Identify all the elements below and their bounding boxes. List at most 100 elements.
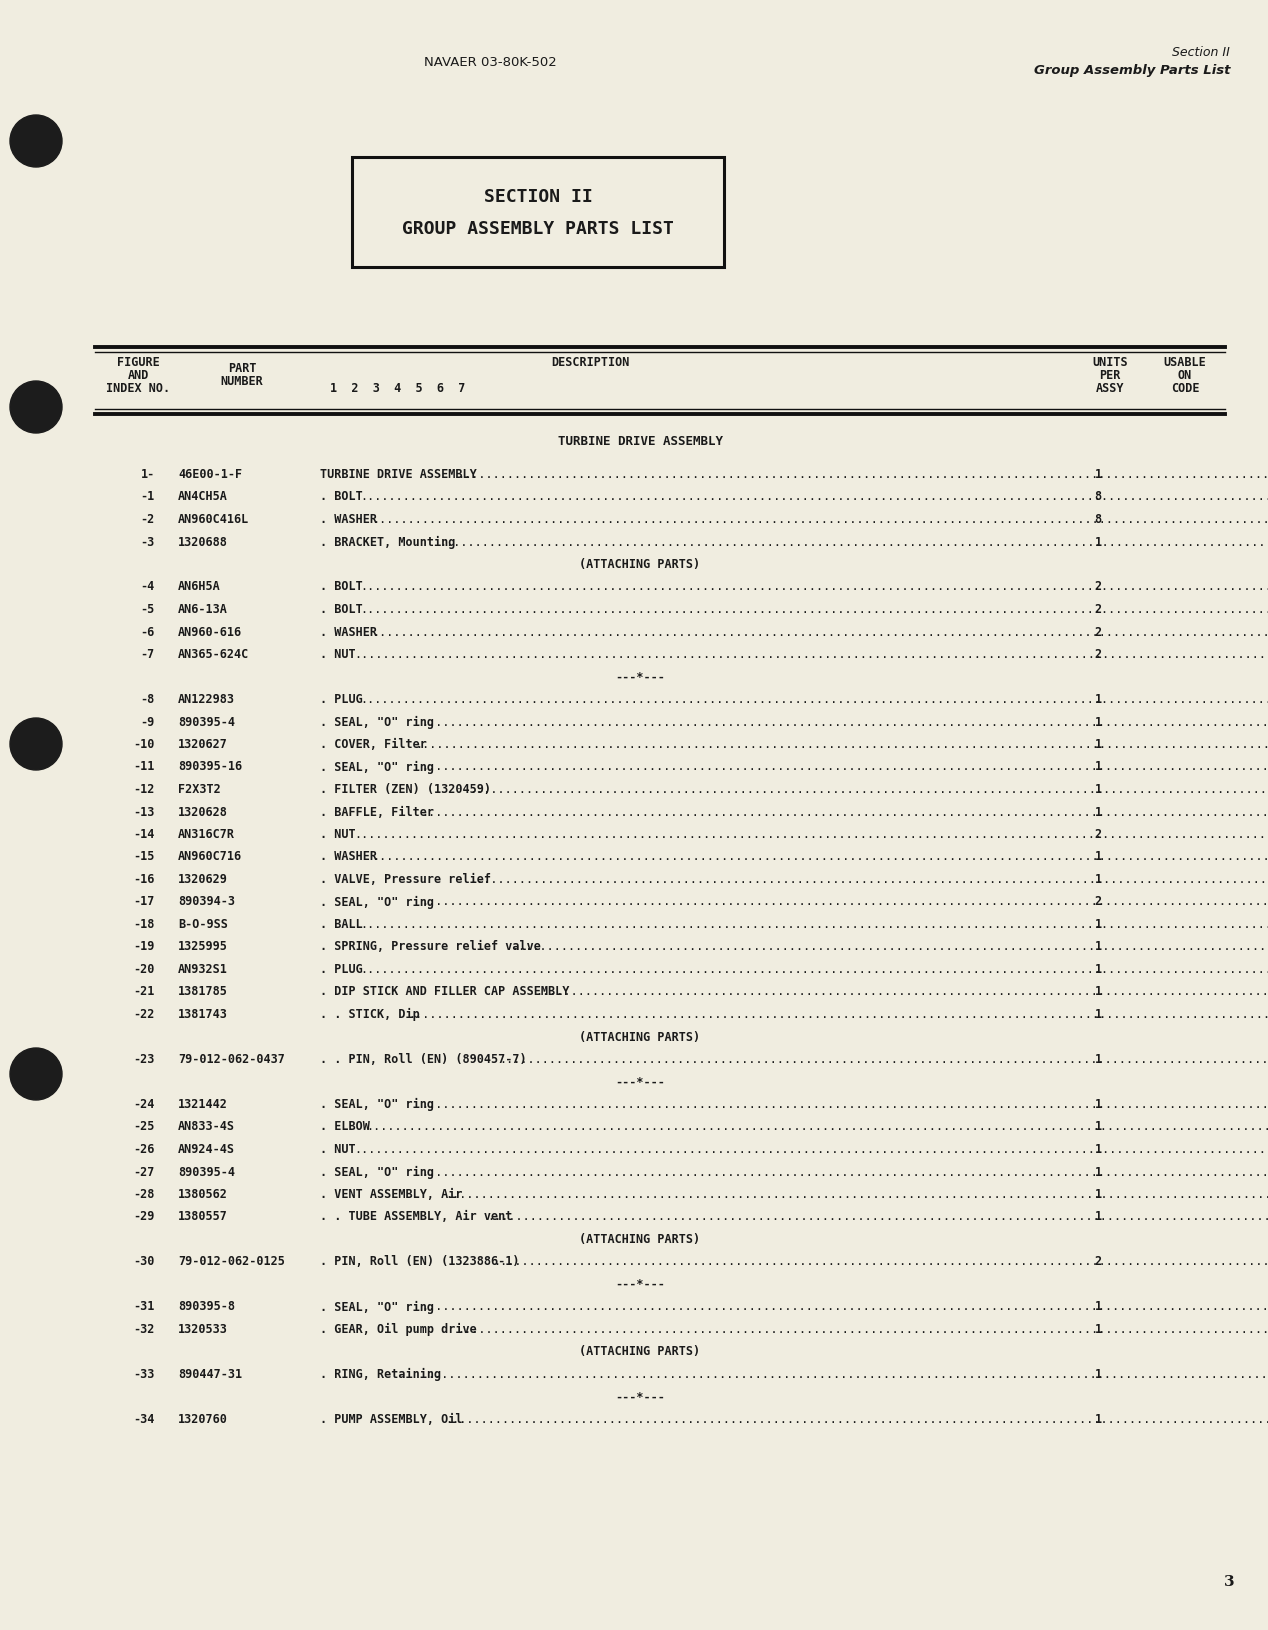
Text: -15: -15 (133, 849, 155, 862)
Text: INDEX NO.: INDEX NO. (107, 381, 170, 394)
Text: Group Assembly Parts List: Group Assembly Parts List (1033, 64, 1230, 77)
Text: ---*---: ---*--- (615, 1074, 664, 1087)
Text: 1321442: 1321442 (178, 1097, 228, 1110)
Text: 1380557: 1380557 (178, 1209, 228, 1222)
Text: . SEAL, "O" ring: . SEAL, "O" ring (320, 1097, 434, 1110)
Text: TURBINE DRIVE ASSEMBLY: TURBINE DRIVE ASSEMBLY (558, 435, 723, 448)
Text: DESCRIPTION: DESCRIPTION (550, 355, 629, 368)
Text: ................................................................................: ........................................… (373, 849, 1268, 862)
Text: ................................................................................: ........................................… (415, 737, 1268, 750)
Text: -30: -30 (133, 1255, 155, 1268)
Text: -6: -6 (141, 626, 155, 637)
Text: ................................................................................: ........................................… (421, 1097, 1268, 1110)
Text: -33: -33 (133, 1368, 155, 1381)
Text: . WASHER: . WASHER (320, 849, 377, 862)
Text: 79-012-062-0125: 79-012-062-0125 (178, 1255, 285, 1268)
Text: 1: 1 (1094, 1120, 1102, 1133)
Text: 1: 1 (1094, 468, 1102, 481)
Text: ................................................................................: ........................................… (354, 1143, 1268, 1156)
Text: 1380562: 1380562 (178, 1187, 228, 1200)
Text: ................................................................................: ........................................… (439, 535, 1268, 548)
Text: -18: -18 (133, 918, 155, 931)
Text: -20: -20 (133, 962, 155, 975)
Text: AN316C7R: AN316C7R (178, 828, 235, 841)
Text: 1: 1 (1094, 962, 1102, 975)
Text: 1: 1 (1094, 535, 1102, 548)
Text: ................................................................................: ........................................… (354, 647, 1268, 660)
Text: . . TUBE ASSEMBLY, Air vent: . . TUBE ASSEMBLY, Air vent (320, 1209, 512, 1222)
Text: ................................................................................: ........................................… (421, 1299, 1268, 1312)
Text: -14: -14 (133, 828, 155, 841)
Text: 3: 3 (1225, 1575, 1235, 1588)
Text: 1: 1 (1094, 849, 1102, 862)
Text: 1325995: 1325995 (178, 941, 228, 954)
Text: 1: 1 (1094, 1299, 1102, 1312)
Text: 1: 1 (1094, 918, 1102, 931)
Text: -13: -13 (133, 805, 155, 818)
Text: . NUT: . NUT (320, 1143, 355, 1156)
Text: 2: 2 (1094, 626, 1102, 637)
Text: 1: 1 (1094, 1097, 1102, 1110)
Text: . BALL: . BALL (320, 918, 363, 931)
Text: 1  2  3  4  5  6  7: 1 2 3 4 5 6 7 (330, 381, 465, 394)
Text: 1: 1 (1094, 1322, 1102, 1335)
Text: . BOLT: . BOLT (320, 491, 363, 504)
Text: ................................................................................: ........................................… (500, 1053, 1268, 1066)
Text: 1: 1 (1094, 1143, 1102, 1156)
Text: . BAFFLE, Filter: . BAFFLE, Filter (320, 805, 434, 818)
Text: TURBINE DRIVE ASSEMBLY: TURBINE DRIVE ASSEMBLY (320, 468, 477, 481)
Text: 1: 1 (1094, 1368, 1102, 1381)
Circle shape (10, 381, 62, 434)
Text: 890447-31: 890447-31 (178, 1368, 242, 1381)
Text: -31: -31 (133, 1299, 155, 1312)
Bar (353, 158, 724, 267)
Text: ................................................................................: ........................................… (445, 1412, 1268, 1425)
Text: 1: 1 (1094, 1007, 1102, 1020)
Text: ................................................................................: ........................................… (456, 468, 1268, 481)
Text: -34: -34 (133, 1412, 155, 1425)
Text: . SEAL, "O" ring: . SEAL, "O" ring (320, 1165, 434, 1178)
Text: ................................................................................: ........................................… (445, 1187, 1268, 1200)
Text: ................................................................................: ........................................… (421, 760, 1268, 773)
Text: . VENT ASSEMBLY, Air: . VENT ASSEMBLY, Air (320, 1187, 463, 1200)
Text: . SEAL, "O" ring: . SEAL, "O" ring (320, 760, 434, 773)
Text: (ATTACHING PARTS): (ATTACHING PARTS) (579, 1232, 700, 1245)
Text: ................................................................................: ........................................… (493, 1255, 1268, 1268)
Text: . SEAL, "O" ring: . SEAL, "O" ring (320, 716, 434, 729)
Text: UNITS: UNITS (1092, 355, 1127, 368)
Text: 890395-4: 890395-4 (178, 1165, 235, 1178)
Text: 2: 2 (1094, 1255, 1102, 1268)
Circle shape (10, 116, 62, 168)
Text: ................................................................................: ........................................… (511, 941, 1268, 954)
Text: 2: 2 (1094, 647, 1102, 660)
Text: 1: 1 (1094, 737, 1102, 750)
Text: 890395-16: 890395-16 (178, 760, 242, 773)
Text: (ATTACHING PARTS): (ATTACHING PARTS) (579, 1345, 700, 1358)
Text: USABLE: USABLE (1164, 355, 1206, 368)
Text: -28: -28 (133, 1187, 155, 1200)
Text: SECTION II: SECTION II (483, 187, 592, 205)
Text: AN365-624C: AN365-624C (178, 647, 250, 660)
Text: 1-: 1- (141, 468, 155, 481)
Text: -26: -26 (133, 1143, 155, 1156)
Text: ................................................................................: ........................................… (456, 1322, 1268, 1335)
Text: ................................................................................: ........................................… (487, 1209, 1268, 1222)
Text: 1: 1 (1094, 760, 1102, 773)
Text: -10: -10 (133, 737, 155, 750)
Text: NUMBER: NUMBER (221, 375, 264, 388)
Text: -16: -16 (133, 872, 155, 885)
Text: -22: -22 (133, 1007, 155, 1020)
Text: AN924-4S: AN924-4S (178, 1143, 235, 1156)
Text: ................................................................................: ........................................… (354, 828, 1268, 841)
Text: 1: 1 (1094, 782, 1102, 795)
Text: ................................................................................: ........................................… (536, 985, 1268, 998)
Text: 1: 1 (1094, 1165, 1102, 1178)
Text: -32: -32 (133, 1322, 155, 1335)
Text: 1320628: 1320628 (178, 805, 228, 818)
Text: -5: -5 (141, 603, 155, 616)
Text: ................................................................................: ........................................… (360, 491, 1268, 504)
Text: -19: -19 (133, 941, 155, 954)
Text: FIGURE: FIGURE (117, 355, 160, 368)
Text: . RING, Retaining: . RING, Retaining (320, 1368, 441, 1381)
Text: ---*---: ---*--- (615, 1390, 664, 1403)
